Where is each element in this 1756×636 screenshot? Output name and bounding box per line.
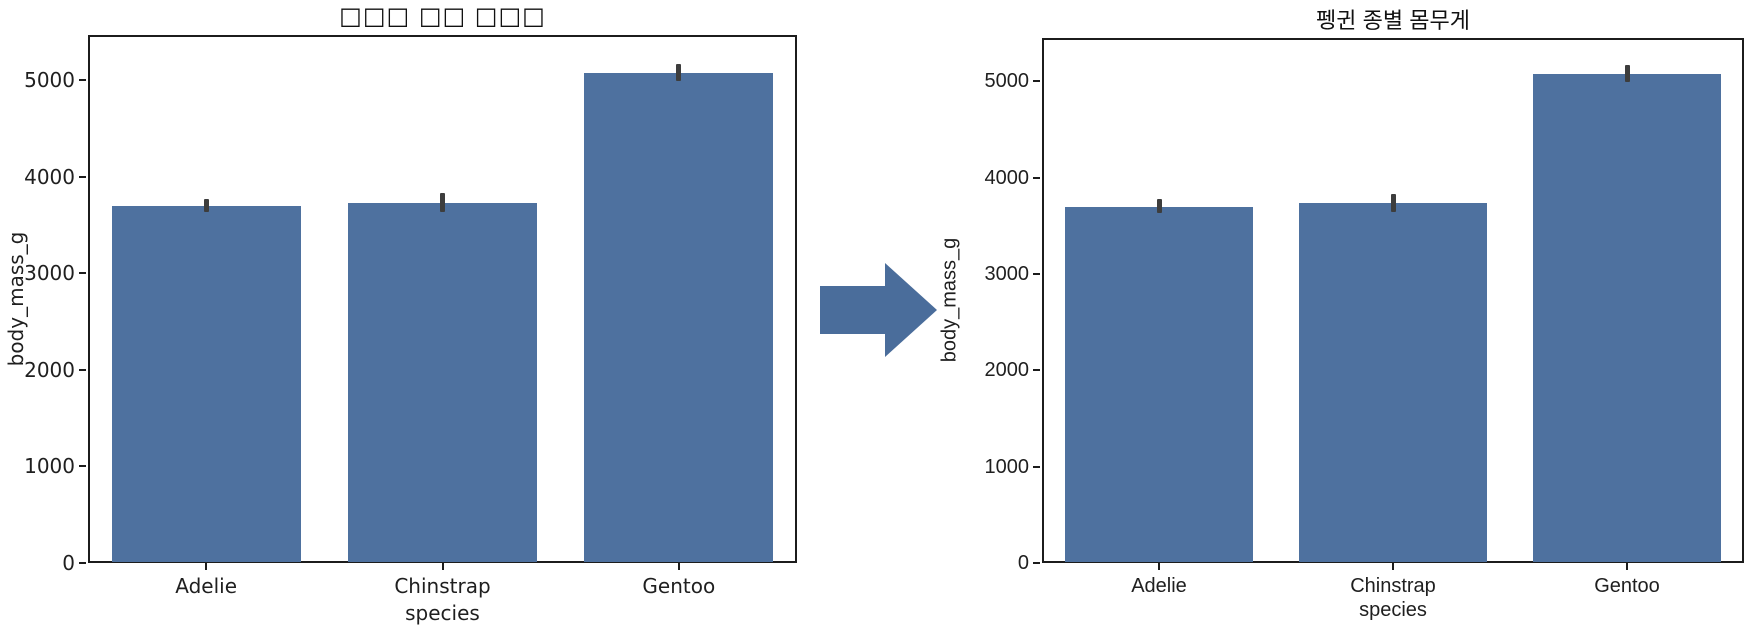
right-error-bar-chinstrap [1390,193,1396,213]
right-error-bar-gentoo [1624,65,1630,83]
left-bar-chinstrap [347,202,538,562]
right-ytick-label: 4000 [984,166,1030,189]
left-ytick-mark [79,465,86,468]
left-ytick-label: 5000 [24,68,75,93]
left-ytick-mark [79,562,86,564]
right-ytick-mark [1033,273,1040,275]
left-error-bar-chinstrap [440,193,445,212]
left-ytick-mark [79,368,86,371]
right-xtick-mark [1392,563,1394,570]
right-ytick-mark [1033,562,1040,564]
right-chart-title: 펭귄 종별 몸무게 [1316,8,1470,33]
right-ytick-mark [1033,176,1040,179]
left-xtick-mark [441,563,444,570]
right-bar-gentoo [1533,74,1721,562]
right-bar-adelie [1065,206,1253,562]
right-bar-chinstrap [1299,203,1487,562]
left-xtick-label-adelie: Adelie [175,574,238,598]
right-ytick-label: 3000 [984,263,1030,285]
left-error-bar-gentoo [676,64,682,82]
right-ytick-mark [1033,465,1040,468]
left-ytick-label: 1000 [24,454,75,479]
right-ytick-label: 5000 [984,70,1030,93]
right-error-bar-adelie [1156,199,1162,214]
left-bar-adelie [111,205,301,562]
left-ytick-label: 4000 [24,164,75,189]
right-ytick-label: 0 [1017,552,1029,574]
right-xtick-label-gentoo: Gentoo [1594,575,1660,597]
right-ytick-label: 2000 [984,359,1030,382]
right-ytick-mark [1033,80,1040,83]
right-xtick-label-chinstrap: Chinstrap [1350,575,1436,597]
right-xtick-label-adelie: Adelie [1131,575,1187,597]
left-bar-gentoo [584,73,774,562]
left-chart-title: □□□ □□ □□□ [339,2,546,30]
left-ytick-label: 2000 [24,357,75,382]
left-ytick-label: 3000 [24,261,75,286]
right-xtick-mark [1626,563,1628,570]
right-y-axis-label: body_mass_g [938,237,961,363]
right-x-axis-label: species [1359,599,1427,621]
left-ytick-mark [79,175,86,178]
left-ytick-mark [79,79,86,82]
right-ytick-mark [1033,369,1040,372]
left-xtick-mark [677,563,680,570]
right-xtick-mark [1158,563,1160,570]
right-arrow-icon [820,263,937,357]
left-xtick-mark [205,563,208,570]
left-xtick-label-chinstrap: Chinstrap [394,574,491,598]
right-ytick-label: 1000 [984,455,1030,478]
left-xtick-label-gentoo: Gentoo [642,574,716,598]
left-ytick-label: 0 [62,551,75,575]
left-y-axis-label: body_mass_g [4,231,28,367]
left-x-axis-label: species [405,601,480,625]
left-error-bar-adelie [203,198,209,213]
left-ytick-mark [79,272,86,275]
